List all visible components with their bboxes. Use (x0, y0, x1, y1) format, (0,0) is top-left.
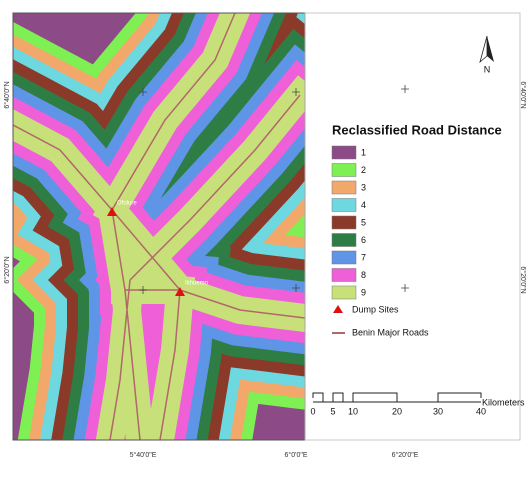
legend-swatch (331, 180, 357, 195)
legend-dump-label: Dump Sites (352, 304, 399, 314)
legend-label: 5 (361, 217, 366, 227)
legend-label: 2 (361, 165, 366, 175)
legend-label: 6 (361, 235, 366, 245)
legend-swatch (331, 233, 357, 247)
y-label: 6°20'0"N (3, 256, 11, 283)
legend-label: 8 (361, 270, 366, 280)
legend-swatch (331, 163, 357, 177)
y-label: 6°40'0"N (519, 81, 527, 108)
scale-label: 5 (330, 406, 335, 416)
legend: 1 2 3 4 5 6 7 8 9 (331, 145, 366, 300)
map-area: Ofolure Ikhuemo (13, 13, 305, 440)
legend-dump-symbol (333, 305, 343, 313)
north-label: N (484, 64, 491, 74)
graticule (139, 85, 409, 294)
x-label: 6°0'0"E (285, 451, 308, 459)
x-label: 5°40'0"E (130, 451, 157, 459)
legend-swatch (331, 285, 357, 300)
legend-swatch (331, 215, 357, 230)
layout-frame (304, 12, 521, 441)
scale-label: 10 (348, 406, 358, 416)
legend-swatch (331, 145, 357, 160)
legend-label: 4 (361, 200, 366, 210)
scale-label: 40 (476, 406, 486, 416)
dump-site (107, 207, 117, 216)
scale-label: 30 (433, 406, 443, 416)
site-label: Ofolure (117, 201, 137, 207)
legend-label: 7 (361, 252, 366, 262)
scale-labels: 0 5 10 20 30 40 (310, 406, 486, 416)
legend-swatch (331, 250, 357, 265)
legend-swatch (331, 198, 357, 212)
y-label: 6°40'0"N (3, 81, 11, 108)
scale-bar (312, 392, 482, 403)
scale-label: 0 (310, 406, 315, 416)
y-label: 6°20'0"N (519, 266, 527, 293)
scale-unit: Kilometers (482, 397, 525, 407)
north-arrow: N (479, 35, 494, 74)
scale-label: 20 (392, 406, 402, 416)
legend-swatch (331, 268, 357, 282)
legend-road-label: Benin Major Roads (352, 327, 429, 337)
legend-label: 9 (361, 287, 366, 297)
x-label: 6°20'0"E (392, 451, 419, 459)
legend-title: Reclassified Road Distance (332, 122, 502, 137)
legend-label: 3 (361, 182, 366, 192)
dump-site (175, 287, 185, 296)
site-label: Ikhuemo (185, 281, 209, 287)
legend-label: 1 (361, 147, 366, 157)
